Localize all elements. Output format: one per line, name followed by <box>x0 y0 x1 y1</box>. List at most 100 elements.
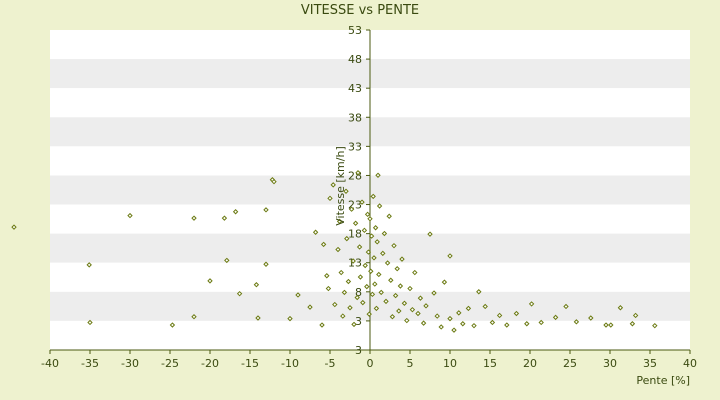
data-point <box>409 306 416 313</box>
y-tick-label: 38 <box>348 111 362 124</box>
data-point <box>295 292 301 298</box>
data-point <box>456 310 462 316</box>
data-point <box>343 188 349 194</box>
data-point <box>396 308 402 314</box>
data-point <box>354 294 360 301</box>
data-point <box>255 315 261 321</box>
data-point <box>389 314 396 320</box>
data-point <box>351 321 357 328</box>
data-point <box>271 178 277 185</box>
x-tick-label: -25 <box>161 357 179 370</box>
data-point <box>340 313 346 319</box>
data-point <box>345 278 352 285</box>
y-tick-label: 28 <box>348 169 362 182</box>
data-point <box>632 312 639 319</box>
data-point <box>287 315 293 322</box>
data-point <box>364 211 371 218</box>
y-tick-label: 33 <box>348 140 362 153</box>
x-axis-label: Pente [%] <box>636 374 690 387</box>
data-point <box>232 209 239 215</box>
data-point <box>372 225 379 231</box>
data-point <box>362 262 368 269</box>
data-point <box>263 207 269 213</box>
x-tick-label: 30 <box>603 357 617 370</box>
data-point <box>552 314 559 321</box>
data-point <box>383 298 389 305</box>
data-point <box>415 310 421 317</box>
data-point <box>629 321 636 327</box>
data-point <box>375 172 381 178</box>
data-point <box>344 235 350 242</box>
data-point <box>348 206 355 212</box>
data-point <box>460 321 466 327</box>
y-tick-label: 3 <box>355 344 362 357</box>
data-point <box>374 239 380 245</box>
data-point <box>417 295 424 301</box>
data-point <box>528 301 535 307</box>
data-point <box>376 203 383 209</box>
x-tick-label: 5 <box>407 357 414 370</box>
data-point <box>364 283 370 290</box>
data-point <box>384 260 391 266</box>
x-tick-label: 0 <box>367 357 374 370</box>
data-point <box>307 304 313 310</box>
data-point <box>312 229 319 235</box>
data-point <box>438 324 444 330</box>
data-point <box>399 256 405 262</box>
y-axis-label: Vitesse [km/h] <box>334 146 347 226</box>
data-point <box>476 289 482 295</box>
data-point <box>369 291 376 298</box>
data-point <box>603 322 609 328</box>
data-point <box>386 213 392 219</box>
data-point <box>371 255 377 261</box>
data-point <box>221 215 228 221</box>
data-point <box>471 322 477 329</box>
x-tick-label: 35 <box>643 357 657 370</box>
x-tick-label: -30 <box>121 357 139 370</box>
data-point <box>388 277 394 283</box>
data-point <box>394 266 400 272</box>
data-point <box>391 242 397 249</box>
data-point <box>324 273 330 279</box>
x-tick-label: 20 <box>523 357 537 370</box>
data-point <box>356 244 363 250</box>
data-point <box>319 322 325 328</box>
data-point <box>397 283 404 289</box>
data-point <box>447 253 453 259</box>
data-point <box>335 246 341 253</box>
chart-title: VITESSE vs PENTE <box>301 3 419 18</box>
data-point <box>538 319 544 326</box>
data-point <box>366 311 372 317</box>
y-tick-label: 3 <box>355 315 362 328</box>
data-point <box>465 305 472 312</box>
x-tick-labels: -40 -35 -30 -25 -20 -15 -10 -5 0 5 10 15 20 25 30 35 40 <box>41 350 697 370</box>
data-point <box>608 322 614 328</box>
data-point <box>341 289 348 296</box>
data-point <box>169 322 176 328</box>
x-tick-label: -5 <box>325 357 336 370</box>
data-point <box>357 274 364 280</box>
data-point <box>617 305 624 311</box>
y-tick-label: 43 <box>348 82 362 95</box>
data-point <box>368 233 375 239</box>
data-point <box>360 299 366 306</box>
data-point <box>407 285 413 292</box>
data-point <box>365 249 372 255</box>
data-point <box>207 278 213 284</box>
data-point <box>330 182 336 188</box>
x-tick-label: -15 <box>241 357 259 370</box>
data-point <box>370 193 376 200</box>
data-point <box>423 303 429 309</box>
y-tick-label: 8 <box>355 286 362 299</box>
data-point <box>263 261 269 267</box>
data-point <box>86 262 92 268</box>
x-tick-label: -40 <box>41 357 59 370</box>
data-point <box>11 224 17 230</box>
data-point <box>191 215 197 221</box>
y-tick-label: 18 <box>348 228 362 241</box>
data-point <box>376 271 382 278</box>
x-tick-label: 15 <box>483 357 497 370</box>
data-point <box>524 321 530 327</box>
